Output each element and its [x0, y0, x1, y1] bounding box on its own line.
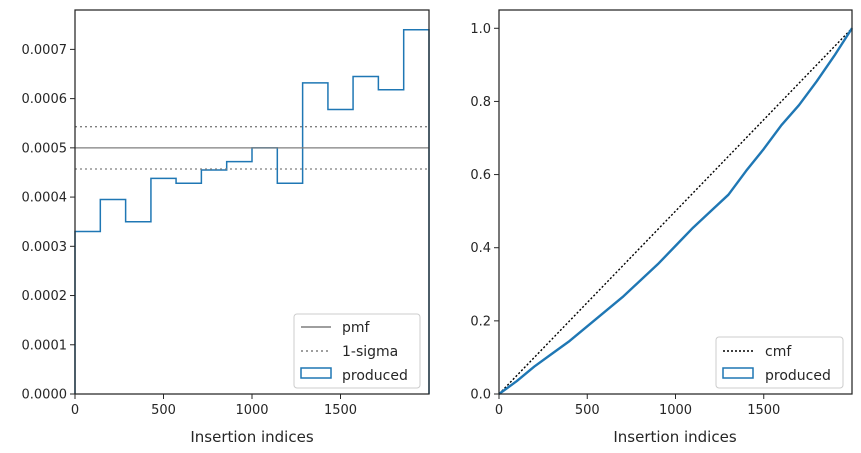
left-y-tick-label: 0.0002	[22, 289, 68, 304]
left-legend: pmf 1-sigma produced	[293, 313, 421, 389]
left-chart: 0 500 1000 1500 0.00000.00010.00020.00030.0…	[22, 9, 430, 446]
produced-point	[586, 325, 588, 327]
left-y-tick-label: 0.0005	[22, 141, 68, 156]
right-x-tick-label: 500	[575, 403, 600, 418]
left-x-axis: 0 500 1000 1500	[71, 394, 357, 418]
left-y-axis: 0.0000 0.0001 0.0002 0.0003 0.0004 0.0005 0.00…	[22, 43, 75, 403]
left-legend-box	[293, 313, 421, 389]
left-x-tick-label: 500	[151, 403, 176, 418]
left-y-tick-label: 0.0003	[22, 240, 68, 255]
left-y-tick-label: 0.0000	[22, 388, 68, 403]
produced-point	[639, 280, 641, 282]
right-chart: 0 500 1000 1500 0.0 0.2 0.4 0.6 0.8 1.0 Insertio…	[470, 9, 854, 446]
left-y-tick-label: 0.0001	[22, 338, 68, 353]
right-x-tick-label: 1500	[747, 403, 780, 418]
produced-point	[516, 380, 518, 382]
right-reference-line	[498, 27, 853, 395]
histogram-outline	[74, 28, 430, 394]
produced-point	[780, 124, 783, 126]
left-x-tick-label: 0	[71, 403, 79, 418]
histogram-bin	[126, 222, 151, 394]
cmf-line	[498, 27, 853, 395]
produced-point	[710, 210, 712, 212]
left-x-tick-label: 1500	[324, 403, 357, 418]
left-reference-lines	[75, 126, 429, 170]
produced-point	[816, 80, 818, 82]
legend-pmf-label: pmf	[342, 320, 371, 336]
right-plot-area	[499, 10, 852, 394]
legend-produced-swatch-right	[722, 367, 754, 379]
legend-produced-label: produced	[342, 368, 408, 384]
right-y-tick-label: 0.8	[470, 95, 491, 110]
produced-point	[745, 170, 747, 172]
histogram-bin	[201, 170, 226, 394]
histogram-bin	[151, 178, 176, 394]
produced-point	[533, 365, 535, 368]
left-y-tick-label: 0.0007	[22, 43, 68, 58]
left-histogram-series	[74, 28, 430, 394]
histogram-bin	[227, 162, 252, 394]
legend-cmf-label: cmf	[765, 344, 792, 360]
right-x-tick-label: 0	[495, 403, 503, 418]
right-cumulative-series	[498, 27, 854, 395]
produced-point	[727, 194, 730, 196]
right-legend-box	[715, 336, 844, 389]
left-y-tick-label: 0.0004	[22, 191, 68, 206]
right-x-tick-label: 1000	[659, 403, 692, 418]
produced-point	[551, 353, 553, 355]
produced-point	[621, 296, 624, 298]
right-y-tick-label: 0.6	[470, 168, 491, 183]
histogram-bin	[100, 200, 125, 394]
left-x-axis-label: Insertion indices	[190, 428, 313, 446]
produced-point	[763, 148, 765, 150]
histogram-bin	[252, 148, 277, 394]
left-y-tick-label: 0.0006	[22, 92, 68, 107]
legend-produced-label-right: produced	[765, 368, 831, 384]
produced-point	[833, 55, 835, 57]
produced-point	[657, 263, 659, 265]
right-y-tick-label: 0.4	[470, 241, 491, 256]
right-y-tick-label: 0.0	[470, 388, 491, 403]
produced-point	[798, 104, 800, 106]
legend-sigma-label: 1-sigma	[342, 344, 398, 360]
legend-produced-swatch	[300, 367, 332, 379]
histogram-bin	[176, 183, 201, 394]
right-x-axis: 0 500 1000 1500	[495, 394, 780, 418]
right-y-tick-label: 0.2	[470, 314, 491, 329]
left-x-tick-label: 1000	[235, 403, 268, 418]
right-legend: cmf produced	[715, 336, 844, 389]
produced-point	[569, 340, 571, 342]
produced-point	[692, 227, 694, 229]
right-x-axis-label: Insertion indices	[613, 428, 736, 446]
right-y-tick-label: 1.0	[470, 22, 491, 37]
produced-point	[674, 245, 677, 247]
produced-point	[604, 311, 606, 313]
right-y-axis: 0.0 0.2 0.4 0.6 0.8 1.0	[470, 22, 499, 403]
histogram-bin	[75, 232, 100, 394]
